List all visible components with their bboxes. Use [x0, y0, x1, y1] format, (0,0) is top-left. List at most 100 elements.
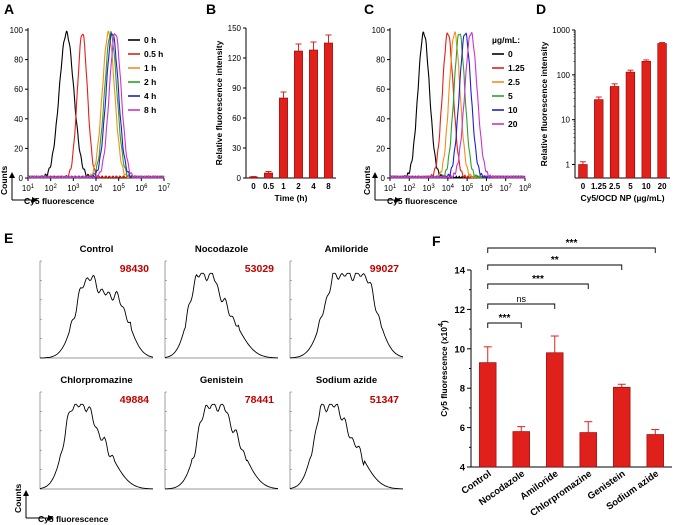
y-tick-label: 30 [232, 144, 241, 153]
tick-base: 10 [384, 184, 393, 193]
histogram-mfi-value: 51347 [370, 394, 399, 406]
histogram-title: Chlorpromazine [60, 375, 132, 386]
x-tick-label: 107 [158, 184, 171, 193]
y-tick-label: 1 [566, 161, 571, 170]
tick-exponent: 4 [99, 184, 103, 190]
tick-exponent: 5 [470, 184, 474, 190]
panel-E: Control 98430 Nocodazole 53029 Amiloride9902… [13, 244, 404, 524]
histogram-curve [164, 403, 279, 490]
tick-base: 10 [480, 184, 489, 193]
x-tick-label: 2.5 [609, 182, 621, 191]
x-tick-label: 106 [480, 184, 493, 193]
x-axis-label: Cy5 fluorescence [387, 196, 458, 206]
y-tick-label: 10 [454, 344, 465, 355]
histogram-control: Control 98430 [39, 244, 154, 359]
y-tick-label: 40 [376, 115, 385, 124]
significance-bracket [487, 264, 623, 270]
y-tick-label: 90 [232, 84, 241, 93]
x-axis-arrowhead [48, 515, 54, 521]
legend-entry: 4 h [144, 91, 156, 101]
bar [324, 42, 333, 179]
significance-bracket [487, 303, 556, 309]
bar [309, 49, 318, 179]
legend-title: µg/mL: [492, 35, 520, 45]
x-axis-label: Cy5 fluorescence [38, 514, 109, 524]
legend-entry: 0.5 h [144, 49, 163, 59]
histogram-mfi-value: 49884 [120, 394, 149, 406]
panel-label: F [432, 233, 441, 249]
y-axis-label: Counts [13, 483, 23, 513]
panel-D: 1 10 100 1000 0 1.25 2.5 5 10 20 Cy5/OCD NP (µg/mL… [539, 26, 670, 203]
significance-label: ** [551, 255, 559, 266]
histogram-title: Control [80, 244, 114, 255]
y-axis-label-exponent: 4 [438, 323, 445, 327]
significance-label: *** [532, 274, 544, 285]
tick-exponent: 6 [489, 184, 493, 190]
significance-label: *** [566, 238, 578, 249]
tick-exponent: 7 [167, 184, 171, 190]
bar [264, 172, 273, 179]
histogram-mfi-value: 98430 [120, 263, 149, 275]
y-tick-label: 1000 [552, 26, 570, 35]
x-tick-label: 107 [500, 184, 513, 193]
y-tick-label: 20 [376, 144, 385, 153]
bar [613, 386, 631, 468]
histogram-curve [290, 272, 404, 359]
series-line-8h [27, 32, 165, 179]
y-tick-label: 20 [14, 144, 23, 153]
bar [294, 50, 303, 179]
bar [578, 164, 588, 179]
histogram-curve [39, 403, 154, 490]
histogram-title: Nocodazole [195, 244, 248, 255]
y-axis-label-main: Cy5 fluorescence (x10 [439, 327, 449, 417]
x-axis-label: Cy5/OCD NP (µg/mL) [580, 193, 664, 203]
bar [512, 431, 530, 468]
significance-bracket [487, 283, 589, 289]
x-tick-label: Chlorpromazine [528, 468, 594, 518]
tick-base: 10 [442, 184, 451, 193]
bar [609, 86, 620, 179]
tick-exponent: 3 [431, 184, 435, 190]
tick-exponent: 4 [451, 184, 455, 190]
y-tick-label: 12 [454, 305, 465, 316]
tick-base: 10 [519, 184, 528, 193]
panel-label: D [536, 1, 546, 17]
histogram-mfi-value: 53029 [245, 263, 274, 275]
histogram-nocodazole: Nocodazole 53029 [164, 244, 279, 359]
bar [641, 61, 651, 179]
legend-entry: 10 [508, 105, 518, 115]
x-tick-label: 105 [113, 184, 126, 193]
bar [594, 99, 604, 179]
legend-entry: 20 [508, 119, 518, 129]
panel-label: E [4, 230, 13, 246]
bar [646, 434, 664, 468]
y-tick-label: 0 [381, 174, 386, 183]
x-tick-label: 1.25 [591, 182, 607, 191]
tick-base: 10 [113, 184, 122, 193]
histogram-mfi-value: 78441 [245, 394, 274, 406]
tick-base: 10 [158, 184, 167, 193]
y-tick-label: 150 [228, 24, 242, 33]
x-tick-label: 104 [442, 184, 455, 193]
legend-entry: 2 h [144, 77, 156, 87]
panel-F: 468101214ControlNocodazoleAmilorideChlor… [438, 238, 672, 519]
tick-exponent: 6 [144, 184, 148, 190]
x-tick-label: 0 [581, 182, 586, 191]
tick-exponent: 8 [528, 184, 532, 190]
bar [657, 43, 667, 179]
tick-base: 10 [422, 184, 431, 193]
panel-B: 0 30 60 90 120 150 0 0.5 1 2 4 8 Time (h) Relative fl… [214, 24, 336, 203]
histogram-curve [164, 272, 279, 359]
panel-label: C [364, 1, 374, 17]
y-axis-label: Relative fluorescence intensity [539, 41, 549, 166]
bar [579, 432, 597, 468]
tick-exponent: 2 [412, 184, 416, 190]
y-tick-label: 6 [460, 423, 465, 434]
legend-entry: 8 h [144, 105, 156, 115]
bar [279, 97, 288, 179]
x-tick-label: 8 [326, 182, 331, 191]
tick-base: 10 [67, 184, 76, 193]
